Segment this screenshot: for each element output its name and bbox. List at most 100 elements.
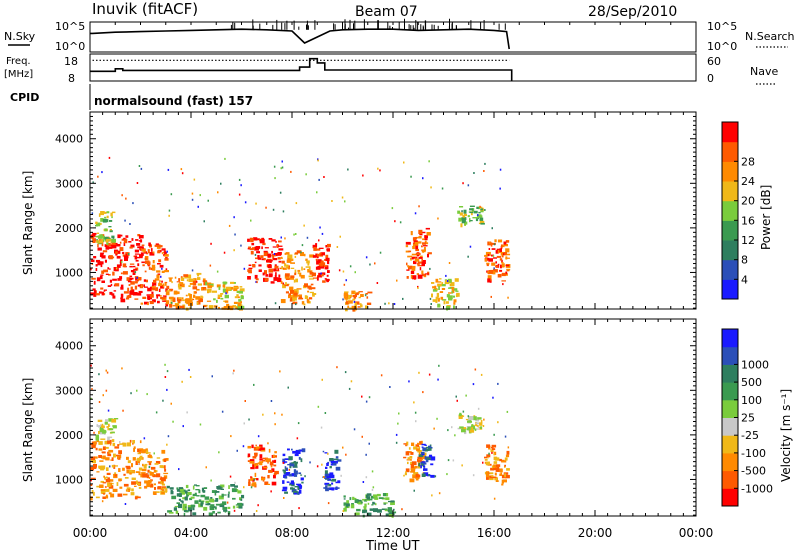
range-cell [238,505,243,509]
range-cell [280,256,283,259]
noise-ytick-left-bottom: 10^0 [55,40,85,53]
range-cell [255,465,259,469]
range-cell [392,508,395,511]
range-cell [123,483,129,487]
range-cell [496,480,500,482]
range-cell [252,478,258,480]
range-cell [299,449,303,452]
range-cell [294,252,298,255]
range-cell [165,488,168,492]
colorbar-swatch [722,346,738,365]
range-cell [177,283,182,288]
range-cell [255,278,259,281]
range-cell [419,255,423,258]
range-cell [354,292,359,296]
range-cell [129,472,132,475]
range-cell [132,202,134,205]
range-cell [121,238,124,241]
range-cell [162,283,165,288]
range-cell [168,277,173,279]
y-tick-label: 1000 [55,474,83,487]
range-cell [159,465,164,468]
range-cell [490,449,494,452]
range-cell [410,452,414,455]
range-cell [123,493,128,496]
range-cell [110,431,115,434]
range-cell [298,294,302,299]
range-cell [295,303,297,306]
colorbar-swatch [722,364,738,383]
range-cell [430,303,432,305]
range-cell [320,272,322,275]
range-cell [214,492,217,496]
range-cell [327,502,330,505]
range-cell [395,441,398,444]
range-cell [352,497,357,500]
colorbar-tick-label: -100 [741,447,766,460]
range-cell [100,287,104,290]
range-cell [417,287,419,289]
range-cell [111,216,113,219]
range-cell [230,435,232,438]
range-cell [364,503,367,508]
range-cell [321,463,323,466]
range-cell [288,473,292,477]
range-cell [146,473,149,477]
range-cell [505,256,508,260]
range-cell [464,223,466,226]
range-cell [125,197,127,200]
range-cell [429,267,431,270]
range-cell [308,266,311,271]
range-cell [506,253,511,256]
range-cell [475,218,479,222]
range-cell [504,435,507,438]
range-cell [334,449,339,454]
range-cell [167,435,170,438]
range-cell [446,280,449,282]
range-cell [284,284,289,287]
range-cell [274,423,276,426]
range-cell [111,464,115,468]
range-cell [224,157,226,160]
range-cell [411,442,415,446]
range-cell [277,277,282,283]
range-cell [142,473,147,478]
range-cell [488,248,491,250]
range-cell [410,274,413,279]
range-cell [303,268,306,270]
range-cell [109,443,112,446]
range-cell [315,248,321,251]
range-cell [161,270,165,273]
range-cell [281,160,283,163]
range-cell [458,415,463,419]
velocity-colorbar-label: Velocity [m s⁻¹] [779,389,793,482]
range-cell [407,461,409,465]
range-cell [324,265,328,270]
range-cell [218,306,220,310]
range-cell [163,475,168,479]
range-cell [298,507,300,510]
range-cell [360,294,364,297]
range-cell [214,500,218,502]
range-cell [446,473,448,476]
range-cell [270,400,273,402]
range-cell [342,510,345,512]
range-cell [225,289,229,294]
range-cell [424,449,428,452]
range-cell [119,486,123,489]
range-cell [421,270,424,274]
range-cell [116,255,121,259]
noise-spikes [230,18,506,30]
range-cell [253,383,255,386]
range-cell [98,448,103,451]
range-cell [484,209,486,211]
range-cell [220,488,224,490]
range-cell [499,168,502,171]
range-cell [282,469,284,472]
range-cell [291,462,295,464]
range-cell [136,280,139,282]
range-cell [371,470,374,473]
range-cell [164,376,167,378]
range-cell [493,453,495,456]
range-cell [218,286,221,290]
